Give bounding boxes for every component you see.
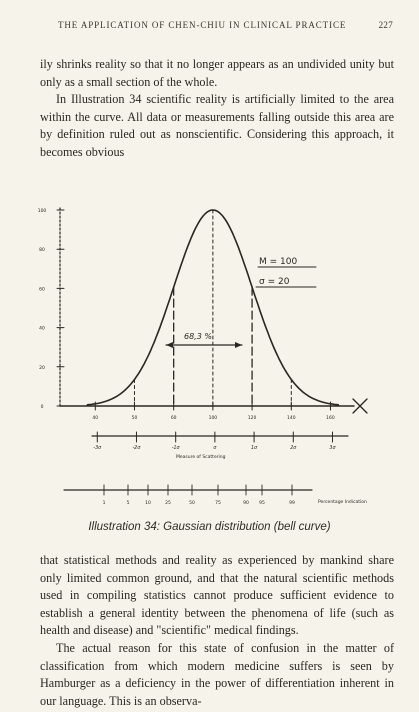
paragraph: that statistical methods and reality as …	[40, 553, 394, 638]
percentile-label: 10	[145, 500, 151, 506]
x-tick-label: 160	[326, 415, 335, 421]
arrow-head-right	[235, 342, 242, 348]
x-tick-label: 60	[171, 415, 177, 421]
y-tick-label: 100	[38, 208, 47, 214]
running-head-title: THE APPLICATION OF CHEN-CHIU IN CLINICAL…	[58, 20, 347, 30]
x-tick-label: 50	[132, 415, 138, 421]
percent-label: 68,3 %	[184, 332, 212, 341]
body-text-bottom: that statistical methods and reality as …	[40, 552, 394, 710]
arrow-head-left	[166, 342, 173, 348]
percentile-label: 50	[189, 500, 195, 506]
sigma-scale-label: σ	[213, 446, 217, 451]
y-tick-label: 0	[41, 404, 44, 410]
x-tick-label: 40	[92, 415, 98, 421]
percentile-label: 25	[165, 500, 171, 506]
sigma-scale-label: -2σ	[133, 445, 142, 451]
sigma-scale-label: 1σ	[251, 445, 258, 451]
mean-label: M = 100	[259, 257, 297, 267]
percentile-label: 90	[243, 500, 249, 506]
y-tick-label: 40	[39, 326, 45, 332]
percentile-label: 99	[289, 500, 295, 506]
percentile-label: 5	[127, 500, 130, 506]
percentile-label: 75	[215, 500, 221, 506]
y-tick-label: 80	[39, 247, 45, 253]
bell-curve-figure: M = 100 σ = 20 68,3 % Measure of Scatter…	[26, 196, 398, 512]
y-tick-label: 20	[39, 365, 45, 371]
sigma-label: σ = 20	[259, 277, 290, 287]
bell-curve-chart: M = 100 σ = 20 68,3 % Measure of Scatter…	[38, 207, 368, 506]
paragraph: The actual reason for this state of conf…	[40, 640, 394, 708]
percentile-label: 95	[259, 500, 265, 506]
paragraph: In Illustration 34 scientific reality is…	[40, 92, 394, 159]
percentile-label: 1	[103, 500, 106, 506]
figure-caption: Illustration 34: Gaussian distribution (…	[88, 521, 331, 533]
paragraph: ily shrinks reality so that it no longer…	[40, 57, 394, 89]
sigma-scale-label: -1σ	[172, 445, 181, 451]
percentile-caption: Percentage Indication	[318, 499, 367, 505]
sigma-scale-caption: Measure of Scattering	[176, 454, 226, 460]
sigma-scale-label: -3σ	[93, 445, 102, 451]
sigma-scale-label: 3σ	[329, 445, 336, 451]
y-tick-label: 60	[39, 286, 45, 292]
sigma-scale-label: 2σ	[290, 445, 297, 451]
x-tick-label: 100	[209, 415, 218, 421]
page-number: 227	[378, 20, 393, 30]
x-tick-label: 140	[287, 415, 296, 421]
body-text-top: ily shrinks reality so that it no longer…	[40, 56, 394, 162]
axis-end-mark	[352, 398, 368, 414]
x-tick-label: 120	[248, 415, 257, 421]
